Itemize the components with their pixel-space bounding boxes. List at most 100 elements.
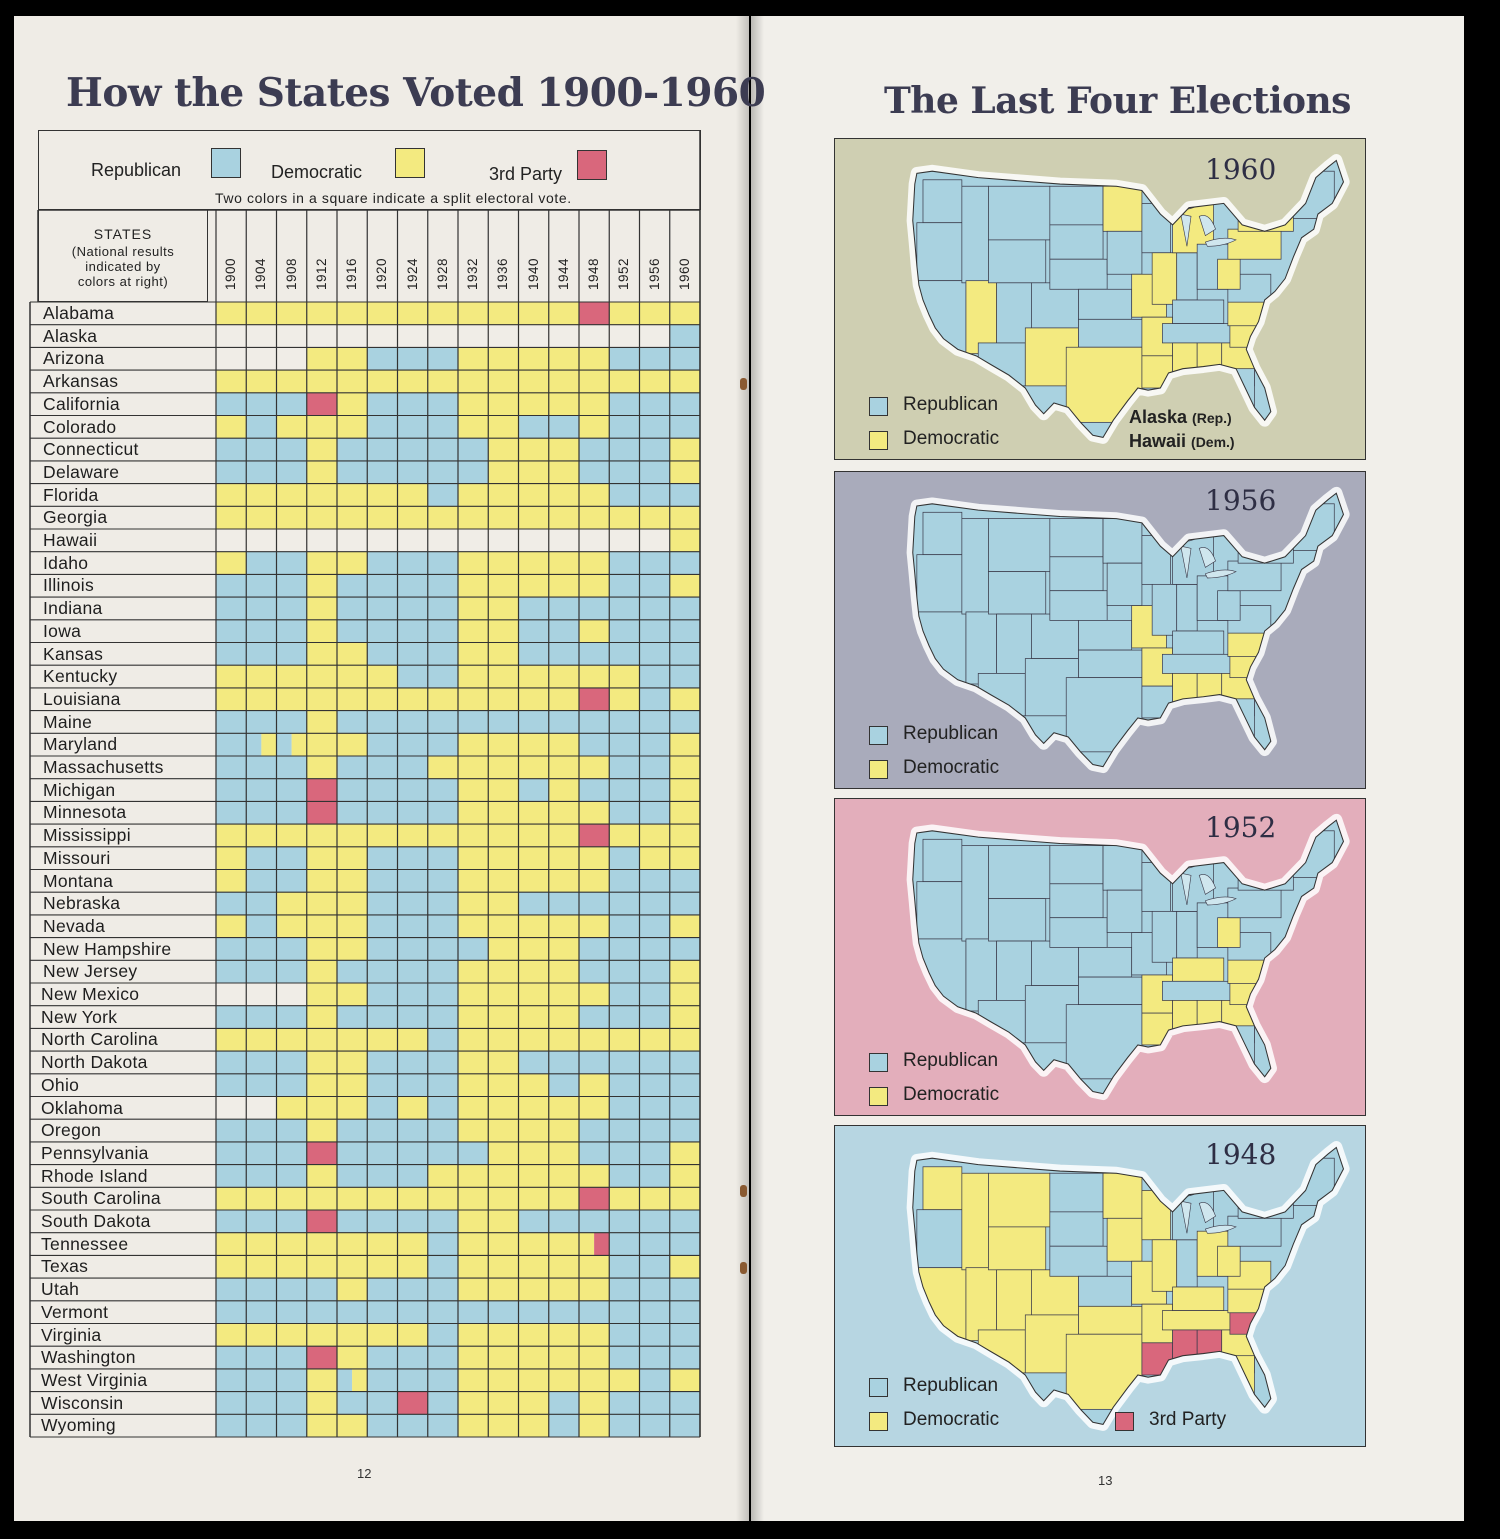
map-state-ind <box>1176 1239 1198 1288</box>
grid-cell <box>458 642 489 666</box>
grid-cell <box>246 1300 277 1324</box>
grid-cell <box>579 1073 610 1097</box>
grid-cell <box>458 370 489 393</box>
grid-cell <box>276 1005 307 1029</box>
grid-cell <box>276 1096 307 1120</box>
grid-cell <box>306 506 337 529</box>
state-name: Missouri <box>43 847 111 868</box>
map-lake-huron <box>1198 215 1216 237</box>
map-state-miss <box>1172 1000 1198 1046</box>
grid-cell <box>548 1119 579 1142</box>
map-state-ky <box>1172 1286 1225 1311</box>
grid-cell <box>458 687 489 711</box>
grid-cell <box>337 960 368 983</box>
grid-cell <box>397 1323 428 1347</box>
map-state-mont <box>988 845 1051 900</box>
grid-cell <box>548 801 579 825</box>
grid-cell <box>397 529 428 552</box>
legend-third-party-label: 3rd Party <box>489 164 563 184</box>
legend-note: Two colors in a square indicate a split … <box>215 190 572 206</box>
map-legend-republican-label: Republican <box>903 394 999 415</box>
grid-cell <box>276 1028 307 1052</box>
grid-cell <box>397 1391 428 1415</box>
grid-cell <box>579 687 610 711</box>
grid-cell <box>246 1346 277 1369</box>
grid-cell <box>427 1232 458 1256</box>
grid-cell <box>337 1073 368 1097</box>
state-name: Tennessee <box>41 1233 129 1254</box>
grid-cell <box>246 801 277 825</box>
grid-cell <box>427 574 458 598</box>
right-page-title: The Last Four Elections <box>884 80 1351 122</box>
grid-cell <box>639 1346 670 1369</box>
grid-cell <box>337 415 368 439</box>
grid-cell <box>458 347 489 371</box>
grid-cell <box>579 347 610 371</box>
grid-cell <box>397 1368 428 1392</box>
grid-cell <box>306 1028 337 1052</box>
grid-cell <box>427 597 458 620</box>
grid-cell <box>216 642 247 666</box>
map-state-ind <box>1176 252 1198 301</box>
grid-cell <box>669 960 700 983</box>
grid-cell <box>669 1255 700 1279</box>
grid-cell <box>216 869 247 893</box>
grid-cell <box>397 574 428 598</box>
state-name: Georgia <box>43 507 108 528</box>
grid-cell <box>276 1255 307 1279</box>
grid-cell <box>367 710 398 734</box>
grid-cell <box>669 324 700 348</box>
grid-cell <box>397 710 428 734</box>
grid-cell <box>548 1187 579 1210</box>
map-legend-democratic-swatch <box>869 431 888 450</box>
map-state-kans <box>1078 947 1133 978</box>
grid-cell <box>639 1210 670 1233</box>
grid-cell <box>609 1141 640 1165</box>
staple-bottom <box>740 1262 747 1274</box>
grid-cell <box>458 1300 489 1324</box>
grid-cell <box>216 846 247 870</box>
state-name: South Carolina <box>41 1188 161 1209</box>
grid-cell <box>216 1073 247 1097</box>
grid-cell <box>216 1210 247 1233</box>
grid-cell <box>216 824 247 847</box>
grid-cell <box>306 1005 337 1029</box>
grid-cell <box>367 869 398 893</box>
grid-cell <box>427 1051 458 1074</box>
grid-cell <box>427 1278 458 1301</box>
grid-cell <box>276 1073 307 1097</box>
grid-cell <box>367 1119 398 1142</box>
grid-cell <box>216 347 247 371</box>
grid-cell <box>276 1210 307 1233</box>
map-state-wis <box>1141 1190 1171 1241</box>
grid-cell <box>397 1346 428 1369</box>
grid-cell <box>579 302 610 325</box>
grid-cell <box>216 1187 247 1210</box>
map-state-idaho <box>961 185 989 284</box>
grid-cell <box>488 483 519 507</box>
grid-cell <box>276 574 307 598</box>
grid-cell <box>548 665 579 688</box>
us-map-1948 <box>906 1141 1350 1431</box>
grid-cell <box>246 370 277 393</box>
grid-cell <box>639 438 670 461</box>
grid-cell <box>609 460 640 484</box>
grid-cell <box>337 347 368 371</box>
grid-cell <box>276 506 307 529</box>
grid-cell <box>306 824 337 847</box>
grid-cell <box>518 551 549 575</box>
grid-cell <box>306 302 337 325</box>
grid-cell <box>306 1210 337 1233</box>
left-page-number: 12 <box>357 1466 372 1481</box>
grid-cell <box>367 1391 398 1415</box>
grid-cell <box>639 1119 670 1142</box>
grid-cell <box>427 778 458 802</box>
grid-cell <box>639 529 670 552</box>
grid-cell <box>246 1323 277 1347</box>
grid-cell <box>609 347 640 371</box>
state-name: Alabama <box>43 303 115 323</box>
map-state-idaho <box>961 845 989 942</box>
grid-cell <box>639 665 670 688</box>
grid-cell <box>216 619 247 643</box>
grid-cell <box>397 869 428 893</box>
